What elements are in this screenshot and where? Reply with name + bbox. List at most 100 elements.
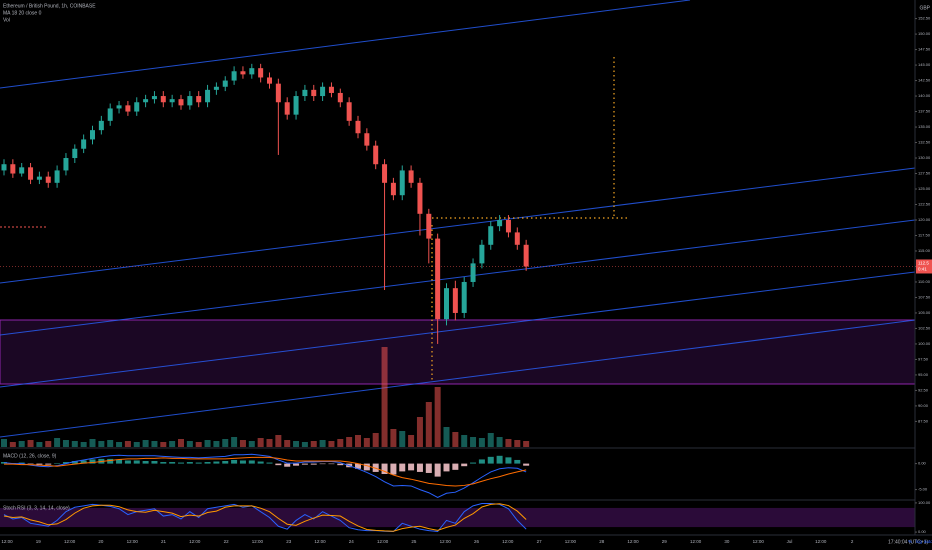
macd-hist-bar bbox=[425, 463, 432, 473]
volume-bar bbox=[239, 440, 246, 447]
macd-hist-bar bbox=[461, 463, 468, 467]
candle-body bbox=[355, 120, 361, 134]
macd-hist-bar bbox=[151, 461, 158, 464]
candle-body bbox=[470, 263, 476, 282]
volume-bar bbox=[416, 417, 423, 447]
toolbar-button[interactable]: % bbox=[908, 539, 912, 544]
x-tick-label: 12:00 bbox=[815, 539, 827, 544]
volume-bar bbox=[372, 433, 379, 447]
volume-bar bbox=[186, 441, 193, 447]
volume-bar bbox=[107, 440, 114, 447]
volume-bar bbox=[381, 347, 388, 447]
y-tick-label: 107.50 bbox=[918, 295, 931, 300]
candle-body bbox=[337, 92, 343, 103]
volume-bar bbox=[452, 432, 459, 447]
x-tick-label: Jul bbox=[787, 539, 793, 544]
macd-hist-bar bbox=[337, 463, 344, 466]
y-tick-label: 90.00 bbox=[918, 403, 929, 408]
volume-bar bbox=[293, 441, 300, 447]
volume-bar bbox=[514, 440, 521, 447]
candle-body bbox=[213, 86, 219, 90]
candle-body bbox=[505, 220, 511, 233]
macd-hist-bar bbox=[408, 463, 415, 471]
volume-bar bbox=[213, 441, 220, 447]
volume-bar bbox=[363, 438, 370, 447]
x-tick-label: 12:00 bbox=[314, 539, 326, 544]
candle-body bbox=[90, 130, 95, 140]
candle-body bbox=[196, 96, 202, 103]
candle-body bbox=[19, 167, 25, 174]
candle-body bbox=[134, 102, 140, 112]
macd-hist-bar bbox=[319, 463, 326, 465]
volume-bar bbox=[284, 440, 291, 447]
volume-bar bbox=[470, 437, 477, 447]
y-tick-label: 135.00 bbox=[918, 124, 931, 129]
macd-hist-bar bbox=[71, 461, 78, 464]
y-tick-label: 115.00 bbox=[918, 248, 931, 253]
macd-hist-bar bbox=[301, 463, 308, 465]
candle-body bbox=[240, 71, 246, 75]
macd-hist-bar bbox=[116, 459, 123, 464]
volume-bar bbox=[496, 437, 503, 447]
stoch-title: Stoch RSI (3, 3, 14, 14, close) bbox=[3, 505, 70, 511]
candle-body bbox=[346, 102, 352, 121]
macd-hist-bar bbox=[231, 459, 238, 464]
y-tick-label: 95.00 bbox=[918, 372, 929, 377]
candle-body bbox=[320, 86, 326, 97]
volume-bar bbox=[346, 437, 353, 447]
x-tick-label: 12:00 bbox=[377, 539, 389, 544]
volume-bar bbox=[133, 442, 140, 447]
candle-body bbox=[258, 68, 264, 78]
candle-body bbox=[36, 176, 42, 180]
candle-body bbox=[187, 96, 193, 106]
macd-hist-bar bbox=[160, 462, 167, 464]
y-tick-label: 130.00 bbox=[918, 155, 931, 160]
volume-bar bbox=[124, 441, 131, 447]
macd-hist-bar bbox=[470, 462, 477, 464]
y-tick-label: 120.00 bbox=[918, 217, 931, 222]
macd-hist-bar bbox=[355, 463, 361, 469]
candle-body bbox=[10, 164, 16, 174]
candle-body bbox=[328, 86, 334, 93]
candle-body bbox=[399, 170, 405, 196]
y-tick-label: 150.00 bbox=[918, 31, 931, 36]
candle-body bbox=[390, 182, 396, 196]
volume-bar bbox=[337, 439, 344, 447]
volume-bar bbox=[266, 439, 273, 447]
candle-body bbox=[98, 120, 104, 131]
volume-bar bbox=[178, 439, 184, 447]
macd-line bbox=[3, 453, 527, 498]
y-tick-label: 142.50 bbox=[918, 78, 931, 83]
candle-body bbox=[249, 68, 255, 75]
volume-bar bbox=[478, 438, 485, 447]
x-tick-label: 12:00 bbox=[565, 539, 577, 544]
y-tick-label: 117.50 bbox=[918, 233, 931, 238]
signal-line bbox=[4, 456, 527, 487]
volume-bar bbox=[390, 429, 397, 447]
macd-hist-bar bbox=[169, 462, 176, 464]
volume-bar bbox=[328, 441, 335, 447]
x-tick-label: 27 bbox=[537, 539, 543, 544]
macd-hist-bar bbox=[399, 463, 406, 472]
macd-hist-bar bbox=[213, 461, 220, 464]
toolbar-button[interactable]: log bbox=[916, 539, 923, 544]
candle-body bbox=[160, 96, 166, 103]
stoch-band bbox=[0, 507, 915, 528]
volume-bar bbox=[27, 440, 34, 447]
candle-body bbox=[382, 164, 388, 183]
price-axis bbox=[915, 0, 932, 550]
candle-body bbox=[293, 96, 299, 115]
trend-line bbox=[0, 167, 916, 284]
stoch-d-line bbox=[3, 503, 527, 532]
toolbar-button[interactable]: auto bbox=[924, 539, 932, 544]
y-tick-label: 137.50 bbox=[918, 109, 931, 114]
volume-bar bbox=[434, 387, 441, 447]
stoch-tick-label: 0.00 bbox=[918, 529, 927, 534]
stoch-tick-label: 100.00 bbox=[918, 500, 931, 505]
x-tick-label: 20 bbox=[98, 539, 104, 544]
volume-bar bbox=[523, 441, 530, 447]
candle-body bbox=[426, 213, 432, 239]
x-tick-label: 24 bbox=[349, 539, 355, 544]
y-tick-label: 125.00 bbox=[918, 186, 931, 191]
